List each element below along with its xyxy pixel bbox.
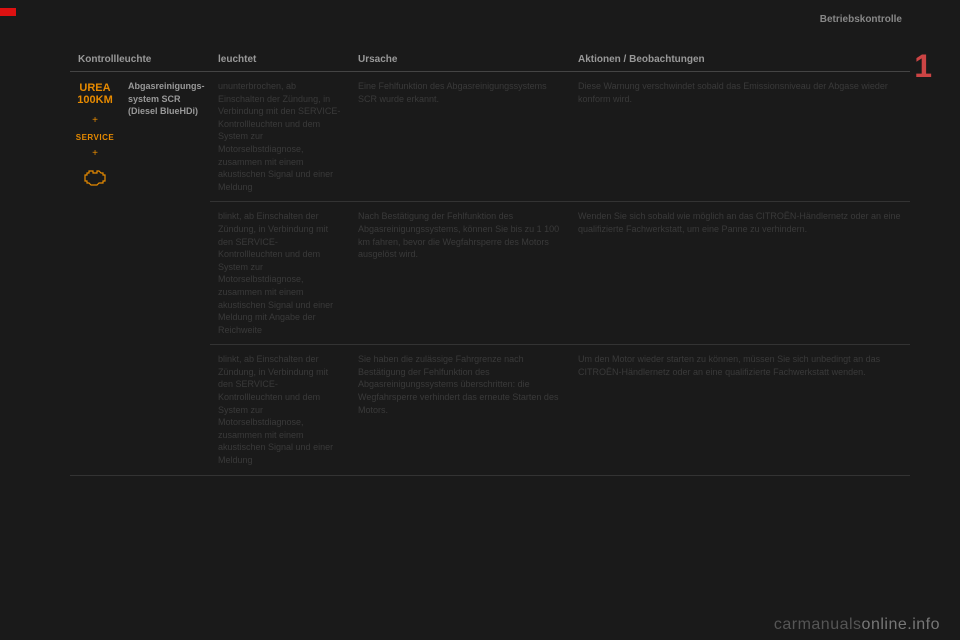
urea-text-line2: 100KM bbox=[74, 94, 116, 106]
header-aktionen: Aktionen / Beobachtungen bbox=[570, 48, 910, 72]
leuchtet-cell: blinkt, ab Einschalten der Zündung, in V… bbox=[210, 202, 350, 345]
leuchtet-cell: blinkt, ab Einschalten der Zündung, in V… bbox=[210, 345, 350, 475]
urea-icon: UREA 100KM bbox=[74, 82, 116, 106]
ursache-cell: Eine Fehlfunktion des Abgasreinigungssys… bbox=[350, 72, 570, 202]
table-row: UREA 100KM + SERVICE + Abgasreinigungs-s… bbox=[70, 72, 910, 202]
footer-url: carmanualsonline.info bbox=[774, 616, 940, 634]
warning-table: Kontrollleuchte leuchtet Ursache Aktione… bbox=[70, 48, 910, 476]
aktionen-cell: Diese Warnung verschwindet sobald das Em… bbox=[570, 72, 910, 202]
ursache-cell: Nach Bestätigung der Fehlfunktion des Ab… bbox=[350, 202, 570, 345]
header-kontrollleuchte: Kontrollleuchte bbox=[70, 48, 210, 72]
table-header-row: Kontrollleuchte leuchtet Ursache Aktione… bbox=[70, 48, 910, 72]
plus-icon: + bbox=[74, 147, 116, 161]
header-leuchtet: leuchtet bbox=[210, 48, 350, 72]
system-name: Abgasreinigungs-system SCR (Diesel BlueH… bbox=[128, 81, 205, 116]
header-ursache: Ursache bbox=[350, 48, 570, 72]
footer-url-suffix: online.info bbox=[862, 616, 940, 633]
section-header: Betriebskontrolle bbox=[820, 14, 902, 25]
aktionen-cell: Wenden Sie sich sobald wie möglich an da… bbox=[570, 202, 910, 345]
system-name-cell: Abgasreinigungs-system SCR (Diesel BlueH… bbox=[120, 72, 210, 476]
plus-icon: + bbox=[74, 114, 116, 128]
leuchtet-cell: ununterbrochen, ab Einschalten der Zündu… bbox=[210, 72, 350, 202]
ursache-cell: Sie haben die zulässige Fahrgrenze nach … bbox=[350, 345, 570, 475]
footer-url-prefix: carmanuals bbox=[774, 616, 862, 633]
engine-icon bbox=[74, 167, 116, 191]
urea-text-line1: UREA bbox=[74, 82, 116, 94]
chapter-number: 1 bbox=[914, 48, 932, 85]
service-icon: SERVICE bbox=[74, 132, 116, 143]
accent-bar bbox=[0, 8, 16, 16]
warning-icons-cell: UREA 100KM + SERVICE + bbox=[70, 72, 120, 476]
aktionen-cell: Um den Motor wieder starten zu können, m… bbox=[570, 345, 910, 475]
